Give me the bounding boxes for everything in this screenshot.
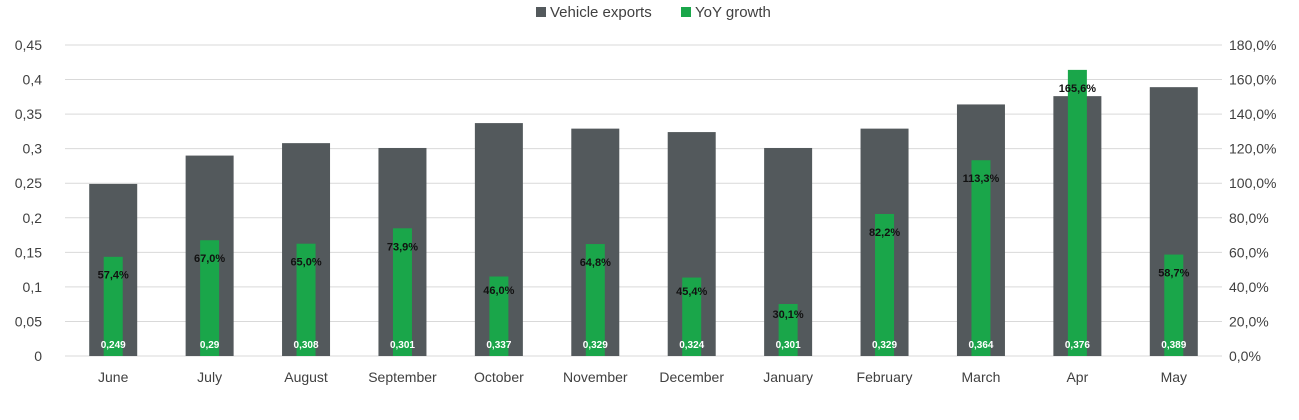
yoy-growth-label: 30,1% [773, 309, 804, 321]
category-label: May [1161, 369, 1187, 385]
category-label: March [962, 369, 1001, 385]
yoy-growth-label: 46,0% [483, 285, 514, 297]
yoy-growth-bar [682, 277, 702, 356]
gridlines [65, 44, 1222, 357]
right-tick-label: 0,0% [1229, 348, 1261, 364]
yoy-growth-bar [392, 228, 412, 356]
vehicle-exports-label: 0,337 [486, 340, 511, 351]
yoy-growth-bar [778, 303, 798, 356]
left-tick-label: 0,1 [23, 279, 43, 295]
yoy-growth-label: 82,2% [869, 227, 900, 239]
yoy-growth-label: 65,0% [290, 257, 321, 269]
legend-swatch [681, 7, 691, 17]
vehicle-exports-label: 0,324 [679, 340, 704, 351]
yoy-growth-bars [103, 69, 1184, 356]
vehicle-exports-label: 0,308 [294, 340, 319, 351]
category-label: December [659, 369, 724, 385]
left-tick-label: 0,15 [15, 244, 42, 260]
left-tick-label: 0,05 [15, 313, 42, 329]
right-tick-label: 160,0% [1229, 72, 1276, 88]
category-label: September [368, 369, 437, 385]
yoy-growth-label: 45,4% [676, 286, 707, 298]
category-label: January [763, 369, 813, 385]
yoy-growth-bar [1164, 254, 1184, 356]
vehicle-exports-label: 0,301 [390, 340, 415, 351]
category-axis: June July August September October November De… [98, 369, 1187, 385]
yoy-growth-label: 113,3% [963, 173, 1000, 185]
vehicle-exports-label: 0,249 [101, 340, 126, 351]
category-label: August [284, 369, 328, 385]
right-tick-label: 100,0% [1229, 175, 1276, 191]
category-label: February [857, 369, 913, 385]
vehicle-exports-label: 0,29 [200, 340, 220, 351]
right-tick-label: 60,0% [1229, 244, 1269, 260]
vehicle-exports-label: 0,329 [872, 340, 897, 351]
right-tick-label: 80,0% [1229, 210, 1269, 226]
vehicle-exports-label: 0,389 [1161, 340, 1186, 351]
right-tick-label: 140,0% [1229, 106, 1276, 122]
yoy-growth-bar [971, 160, 991, 356]
left-tick-label: 0,2 [23, 210, 43, 226]
left-tick-label: 0,35 [15, 106, 42, 122]
yoy-growth-label: 165,6% [1059, 83, 1097, 95]
yoy-growth-bar [585, 244, 605, 356]
legend-label: Vehicle exports [550, 4, 652, 21]
yoy-growth-label: 58,7% [1158, 268, 1189, 280]
category-label: June [98, 369, 129, 385]
yoy-growth-bar [296, 243, 316, 356]
yoy-growth-label: 64,8% [580, 257, 611, 269]
left-tick-label: 0,3 [23, 141, 43, 157]
left-tick-label: 0,25 [15, 175, 42, 191]
vehicle-exports-label: 0,329 [583, 340, 608, 351]
yoy-growth-label: 57,4% [98, 270, 129, 282]
category-label: Apr [1066, 369, 1088, 385]
yoy-growth-label: 73,9% [387, 241, 418, 253]
right-tick-label: 40,0% [1229, 279, 1269, 295]
yoy-growth-bar [200, 240, 220, 356]
left-tick-label: 0,4 [23, 72, 43, 88]
right-axis: 0,0% 20,0% 40,0% 60,0% 80,0% 100,0% 120,0% 140,… [1229, 37, 1276, 364]
right-tick-label: 20,0% [1229, 313, 1269, 329]
yoy-growth-bar [1067, 69, 1087, 356]
yoy-growth-bar [875, 213, 895, 356]
yoy-growth-label: 67,0% [194, 253, 225, 265]
data-labels: 0,249 57,4% 0,29 67,0% 0,308 65,0% 0,301 73,9% 0… [98, 83, 1190, 351]
right-tick-label: 180,0% [1229, 37, 1276, 53]
vehicle-exports-label: 0,301 [776, 340, 801, 351]
vehicle-exports-bars [89, 87, 1198, 357]
category-label: July [197, 369, 222, 385]
legend-swatch [536, 7, 546, 17]
category-label: October [474, 369, 524, 385]
yoy-growth-bar [489, 276, 509, 356]
yoy-growth-bar [103, 256, 123, 356]
legend: Vehicle exports YoY growth [536, 4, 771, 21]
left-tick-label: 0 [34, 348, 42, 364]
left-axis: 0 0,05 0,1 0,15 0,2 0,25 0,3 0,35 0,4 0,45 [15, 37, 42, 364]
vehicle-exports-label: 0,364 [968, 340, 993, 351]
left-tick-label: 0,45 [15, 37, 42, 53]
legend-label: YoY growth [695, 4, 771, 21]
right-tick-label: 120,0% [1229, 141, 1276, 157]
category-label: November [563, 369, 628, 385]
vehicle-exports-label: 0,376 [1065, 340, 1090, 351]
